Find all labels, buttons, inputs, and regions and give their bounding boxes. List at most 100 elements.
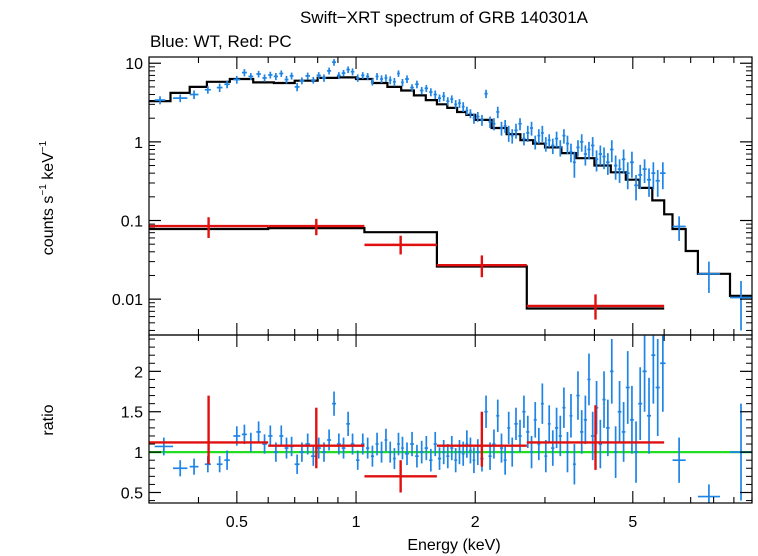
wt-data-point <box>405 442 409 466</box>
wt-data-point <box>602 147 606 170</box>
wt-data-point <box>638 367 643 440</box>
wt-data-point <box>500 433 503 463</box>
wt-data-point <box>565 431 569 473</box>
wt-data-point <box>380 75 384 84</box>
wt-data-point <box>450 435 454 461</box>
wt-data-point <box>273 73 278 81</box>
wt-data-point <box>510 129 514 144</box>
wt-data-point <box>224 80 230 89</box>
wt-data-point <box>289 72 294 80</box>
wt-data-point <box>424 435 429 461</box>
top-ytick-label: 10 <box>125 56 143 73</box>
wt-data-point <box>410 431 414 457</box>
wt-data-point <box>332 59 336 66</box>
wt-data-point <box>551 430 555 466</box>
wt-data-point <box>565 135 569 155</box>
wt-data-point <box>424 84 429 93</box>
wt-data-point <box>544 137 548 152</box>
wt-data-point <box>294 454 300 474</box>
wt-data-point <box>346 411 350 436</box>
wt-data-point <box>370 445 374 467</box>
wt-data-point <box>551 138 555 155</box>
wt-data-point <box>401 436 404 460</box>
wt-data-point <box>311 446 316 466</box>
wt-data-point <box>336 433 341 455</box>
wt-data-point <box>492 429 496 459</box>
ratio-data-layer <box>149 335 752 503</box>
wt-data-point <box>660 335 666 412</box>
wt-data-point <box>544 440 548 473</box>
wt-data-point <box>655 169 660 197</box>
wt-data-point <box>510 437 514 467</box>
wt-data-point <box>437 94 442 103</box>
wt-data-point <box>507 411 511 445</box>
wt-data-point <box>327 429 332 451</box>
wt-data-point <box>598 145 603 166</box>
wt-data-point <box>646 377 652 454</box>
top-ytick-label: 0.01 <box>112 292 143 309</box>
pc-data-point <box>526 294 665 320</box>
wt-data-point <box>547 405 551 443</box>
ratio-ytick-label: 1.5 <box>121 405 143 422</box>
pc-data-point <box>149 217 269 238</box>
wt-data-point <box>366 73 370 81</box>
wt-data-point <box>569 143 573 163</box>
wt-data-point <box>562 129 566 144</box>
wt-data-point <box>216 456 223 473</box>
wt-data-point <box>590 411 595 461</box>
wt-data-point <box>332 391 336 416</box>
wt-data-point <box>488 442 492 470</box>
wt-data-point <box>415 80 419 89</box>
wt-data-point <box>660 162 666 190</box>
wt-data-point <box>558 140 562 157</box>
wt-data-point <box>442 92 446 102</box>
wt-data-point <box>529 121 534 136</box>
wt-data-point <box>350 68 355 76</box>
wt-data-point <box>256 421 261 443</box>
wt-data-point <box>346 66 350 74</box>
wt-data-point <box>433 431 437 457</box>
pc-data-point <box>149 395 269 465</box>
wt-data-point <box>327 67 332 75</box>
wt-data-point <box>173 94 188 103</box>
wt-data-point <box>454 100 458 110</box>
wt-data-point <box>522 395 526 428</box>
wt-data-point <box>476 439 480 466</box>
wt-data-point <box>311 76 316 84</box>
wt-data-point <box>518 118 522 131</box>
model-step-wt <box>149 76 752 297</box>
wt-data-point <box>284 75 289 84</box>
wt-data-point <box>370 78 374 86</box>
wt-data-point <box>529 435 534 469</box>
wt-data-point <box>598 419 603 469</box>
wt-data-point <box>380 441 384 463</box>
wt-data-point <box>397 70 400 77</box>
wt-data-point <box>558 415 562 457</box>
wt-data-point <box>472 113 476 124</box>
wt-data-point <box>305 433 310 455</box>
wt-data-point <box>268 71 273 79</box>
wt-data-point <box>540 125 544 142</box>
wt-data-point <box>500 121 503 136</box>
wt-data-point <box>233 75 241 84</box>
wt-data-point <box>393 77 396 87</box>
wt-data-point <box>480 114 484 126</box>
wt-data-point <box>173 460 188 477</box>
bottom-ylabel: ratio <box>40 404 57 435</box>
ratio-frame <box>148 334 753 504</box>
wt-data-point <box>730 281 752 331</box>
wt-data-point <box>469 437 472 464</box>
wt-data-point <box>442 440 446 465</box>
pc-data-point <box>436 411 527 467</box>
wt-data-point <box>613 426 618 478</box>
chart-title: Swift−XRT spectrum of GRB 140301A <box>300 8 589 27</box>
wt-data-point <box>617 159 622 183</box>
wt-data-point <box>388 441 392 463</box>
x-axis-label: Energy (keV) <box>407 537 500 554</box>
wt-data-point <box>437 447 442 470</box>
wt-data-point <box>617 381 622 443</box>
wt-data-point <box>375 73 379 81</box>
top-ytick-label: 0.1 <box>121 214 143 231</box>
wt-data-point <box>284 437 289 459</box>
wt-data-point <box>514 407 518 440</box>
